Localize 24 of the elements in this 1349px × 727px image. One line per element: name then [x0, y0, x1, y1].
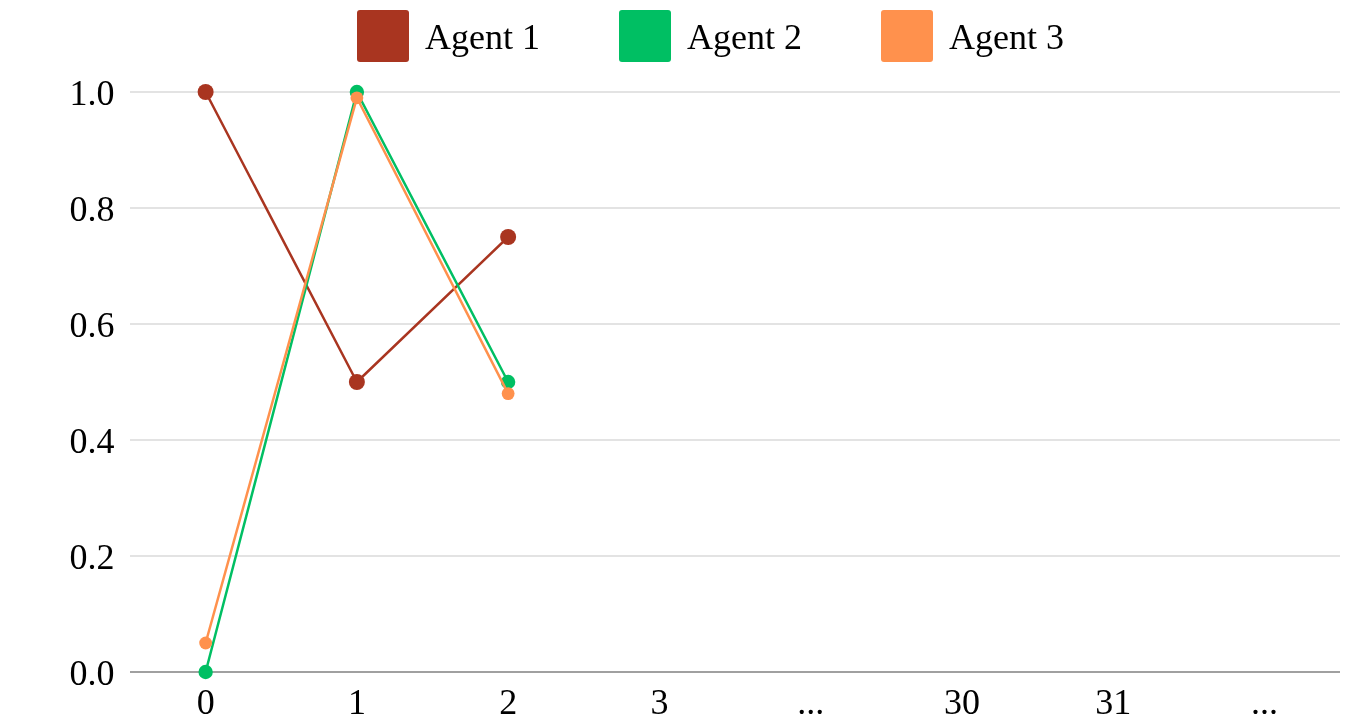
x-tick-label: 30	[943, 682, 980, 722]
point	[199, 636, 213, 650]
y-tick-label: 0.2	[69, 536, 115, 577]
x-tick-label: ...	[1250, 682, 1278, 722]
x-tick-label: 2	[499, 682, 518, 722]
x-tick-label: 1	[347, 682, 366, 722]
legend-label: Agent 2	[687, 16, 802, 57]
legend-label: Agent 1	[425, 16, 540, 57]
y-tick-label: 1.0	[69, 72, 115, 113]
point	[500, 229, 517, 245]
y-tick-label: 0.0	[69, 652, 115, 693]
point	[198, 664, 213, 680]
x-tick-label: ...	[797, 682, 825, 722]
x-tick-label: 31	[1095, 682, 1132, 722]
point	[350, 91, 364, 105]
y-tick-label: 0.6	[69, 304, 115, 345]
point	[348, 374, 365, 390]
point	[501, 387, 515, 400]
point	[197, 84, 214, 100]
legend-label: Agent 3	[949, 16, 1064, 57]
x-tick-label: 3	[650, 682, 669, 722]
x-tick-label: 0	[196, 682, 215, 722]
y-tick-label: 0.4	[69, 420, 115, 461]
y-tick-label: 0.8	[69, 188, 115, 229]
